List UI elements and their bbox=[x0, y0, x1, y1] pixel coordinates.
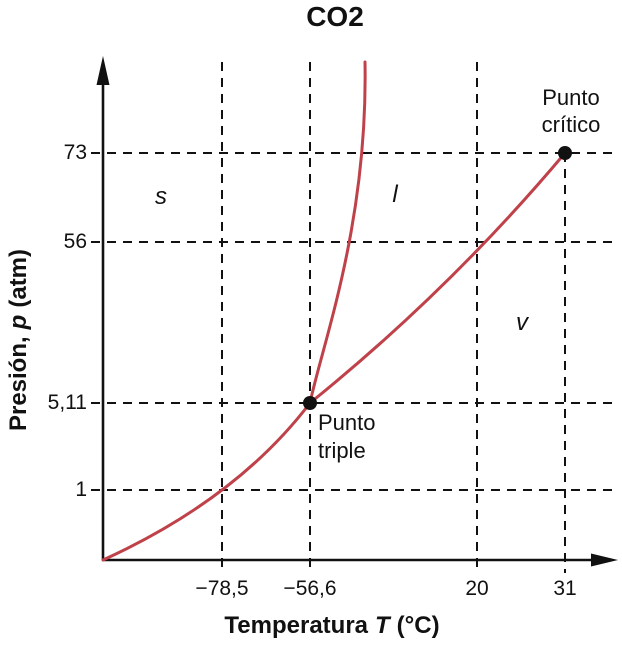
triple-point-marker bbox=[303, 396, 317, 410]
sublimation-curve bbox=[101, 401, 312, 562]
critical-point-label: Punto crítico bbox=[541, 85, 601, 137]
chart-title: CO2 bbox=[306, 1, 364, 32]
y-tick-label-73: 73 bbox=[63, 141, 87, 164]
y-tick-label-5-11: 5,11 bbox=[47, 391, 87, 414]
region-label-liquid: l bbox=[392, 181, 398, 208]
fusion-curve bbox=[308, 60, 367, 405]
critical-point-marker bbox=[558, 146, 572, 160]
y-axis-title: Presión, p (atm) bbox=[5, 249, 33, 431]
x-tick-label-20: 20 bbox=[465, 577, 489, 600]
x-axis-title-text: Temperatura bbox=[224, 612, 369, 639]
y-axis-arrow-icon bbox=[96, 56, 110, 85]
region-label-vapor: v bbox=[516, 309, 528, 336]
y-tick-label-56: 56 bbox=[63, 230, 87, 253]
vaporization-curve bbox=[308, 151, 567, 405]
region-label-solid: s bbox=[155, 183, 167, 210]
y-axis-variable-symbol: p bbox=[5, 314, 32, 330]
y-axis-title-text: Presión, bbox=[5, 336, 32, 432]
y-tick-label-1: 1 bbox=[75, 478, 87, 501]
x-tick-label-minus-56-6: −56,6 bbox=[283, 577, 337, 600]
x-axis-variable-symbol: T bbox=[375, 612, 390, 639]
x-tick-label-minus-78-5: −78,5 bbox=[195, 577, 249, 600]
triple-point-label: Punto triple bbox=[318, 410, 376, 463]
x-axis-arrow-icon bbox=[591, 553, 618, 567]
x-axis-unit: (°C) bbox=[396, 612, 440, 639]
y-axis-unit: (atm) bbox=[5, 248, 32, 308]
x-axis-title: Temperatura T (°C) bbox=[224, 612, 439, 640]
x-tick-label-31: 31 bbox=[553, 577, 577, 600]
